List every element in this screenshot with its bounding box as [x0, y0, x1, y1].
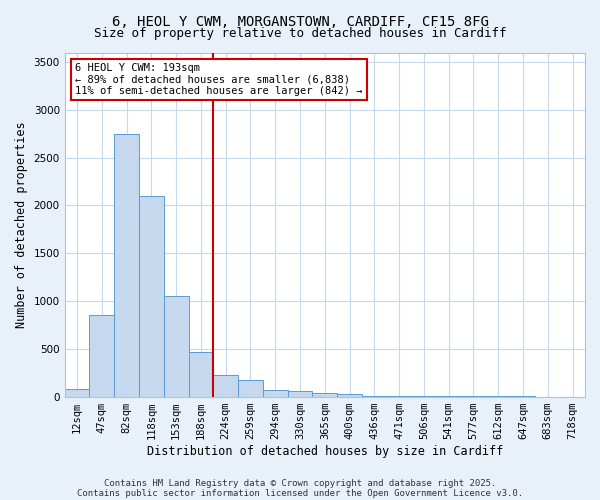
Bar: [263, 390, 287, 396]
Text: Contains HM Land Registry data © Crown copyright and database right 2025.: Contains HM Land Registry data © Crown c…: [104, 478, 496, 488]
Bar: [337, 394, 362, 396]
Text: 6, HEOL Y CWM, MORGANSTOWN, CARDIFF, CF15 8FG: 6, HEOL Y CWM, MORGANSTOWN, CARDIFF, CF1…: [112, 15, 488, 29]
Y-axis label: Number of detached properties: Number of detached properties: [15, 121, 28, 328]
Bar: [89, 316, 114, 396]
Bar: [65, 390, 89, 396]
Bar: [287, 392, 313, 396]
Text: Size of property relative to detached houses in Cardiff: Size of property relative to detached ho…: [94, 28, 506, 40]
Bar: [188, 352, 214, 397]
X-axis label: Distribution of detached houses by size in Cardiff: Distribution of detached houses by size …: [147, 444, 503, 458]
Bar: [313, 393, 337, 396]
Text: Contains public sector information licensed under the Open Government Licence v3: Contains public sector information licen…: [77, 488, 523, 498]
Bar: [139, 196, 164, 396]
Bar: [238, 380, 263, 396]
Bar: [214, 374, 238, 396]
Bar: [114, 134, 139, 396]
Text: 6 HEOL Y CWM: 193sqm
← 89% of detached houses are smaller (6,838)
11% of semi-de: 6 HEOL Y CWM: 193sqm ← 89% of detached h…: [75, 63, 362, 96]
Bar: [164, 296, 188, 396]
